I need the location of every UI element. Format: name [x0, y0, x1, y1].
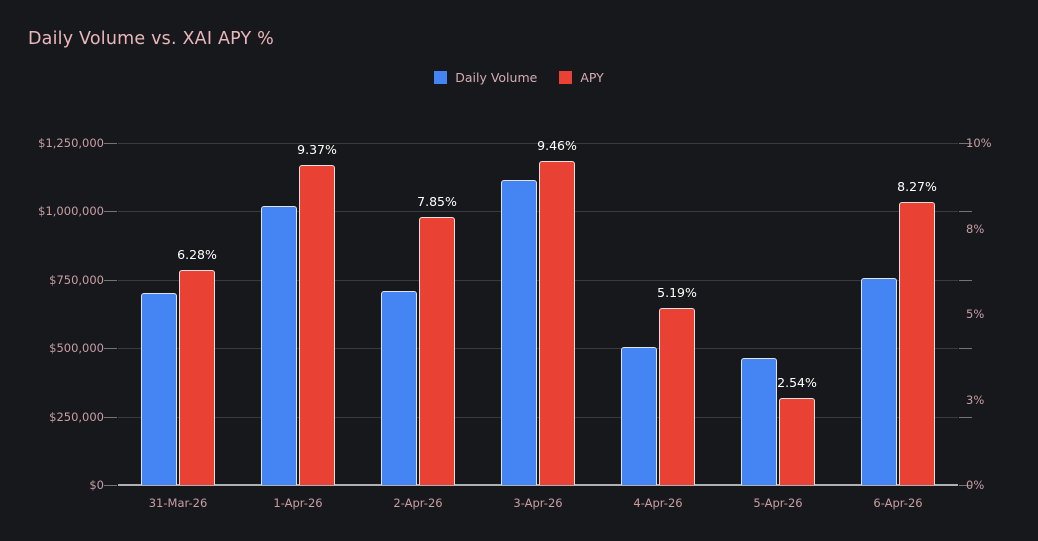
x-tick-label: 4-Apr-26 — [633, 496, 683, 510]
volume-bar — [141, 293, 177, 485]
y-tick-label-right: 8% — [966, 221, 985, 236]
x-tick-label: 1-Apr-26 — [273, 496, 323, 510]
plot-area: 6.28% 9.37% 7.85% 9.46% 5.19% 2.54% 8.27% — [118, 139, 958, 486]
y-tick-label-left: $1,000,000 — [38, 204, 104, 219]
gridline — [118, 348, 958, 350]
gridline — [118, 279, 958, 281]
x-tick-label: 6-Apr-26 — [873, 496, 923, 510]
legend-item-daily-volume: Daily Volume — [434, 70, 537, 85]
apy-bar — [179, 270, 215, 485]
y-tick-label-left: $750,000 — [49, 272, 104, 287]
apy-data-label: 5.19% — [657, 284, 697, 300]
right-tick-mark — [959, 143, 972, 144]
right-tick-mark — [959, 485, 972, 486]
y-tick-label-right: 10% — [966, 136, 992, 150]
volume-bar — [261, 205, 297, 485]
x-tick-label: 2-Apr-26 — [393, 496, 443, 510]
apy-data-label: 7.85% — [417, 193, 457, 209]
apy-data-label: 8.27% — [897, 179, 937, 195]
volume-bar — [861, 278, 897, 485]
apy-bar — [299, 164, 335, 485]
chart-title: Daily Volume vs. XAI APY % — [28, 29, 274, 49]
left-tick-mark — [104, 416, 117, 418]
apy-bar — [779, 398, 815, 485]
right-tick-mark — [959, 279, 972, 281]
gridline — [118, 143, 958, 144]
legend-item-apy: APY — [559, 70, 604, 85]
apy-data-label: 2.54% — [777, 375, 817, 391]
left-tick-mark — [104, 485, 117, 486]
y-tick-label-left: $0 — [89, 478, 104, 492]
right-tick-mark — [959, 348, 972, 350]
y-tick-label-left: $500,000 — [49, 341, 104, 356]
x-tick-label: 3-Apr-26 — [513, 496, 563, 510]
apy-data-label: 9.37% — [297, 141, 337, 157]
gridline — [118, 211, 958, 213]
apy-bar — [539, 161, 575, 485]
right-tick-mark — [959, 211, 972, 213]
y-tick-label-right: 5% — [966, 307, 985, 321]
legend-label-daily-volume: Daily Volume — [455, 70, 538, 85]
legend-label-apy: APY — [580, 70, 604, 85]
left-tick-mark — [104, 279, 117, 281]
x-tick-label: 5-Apr-26 — [753, 496, 803, 510]
left-tick-mark — [104, 211, 117, 213]
apy-data-label: 9.46% — [537, 138, 577, 154]
gridline — [118, 416, 958, 418]
apy-swatch-icon — [559, 71, 573, 84]
volume-bar — [621, 346, 657, 485]
daily-volume-swatch-icon — [434, 71, 448, 84]
apy-bar — [659, 307, 695, 485]
apy-bar — [419, 216, 455, 485]
y-tick-label-left: $250,000 — [49, 409, 104, 424]
apy-bar — [899, 202, 935, 485]
volume-bar — [381, 290, 417, 485]
volume-bar — [501, 179, 537, 485]
gridline — [118, 484, 958, 486]
y-tick-label-right: 0% — [966, 478, 985, 492]
apy-data-label: 6.28% — [177, 247, 217, 263]
y-tick-label-left: $1,250,000 — [38, 136, 104, 150]
y-tick-label-right: 3% — [966, 392, 985, 407]
left-tick-mark — [104, 348, 117, 350]
volume-bar — [741, 357, 777, 485]
left-tick-mark — [104, 143, 117, 144]
x-tick-label: 31-Mar-26 — [148, 496, 208, 510]
right-tick-mark — [959, 416, 972, 418]
legend: Daily Volume APY — [0, 70, 1038, 85]
